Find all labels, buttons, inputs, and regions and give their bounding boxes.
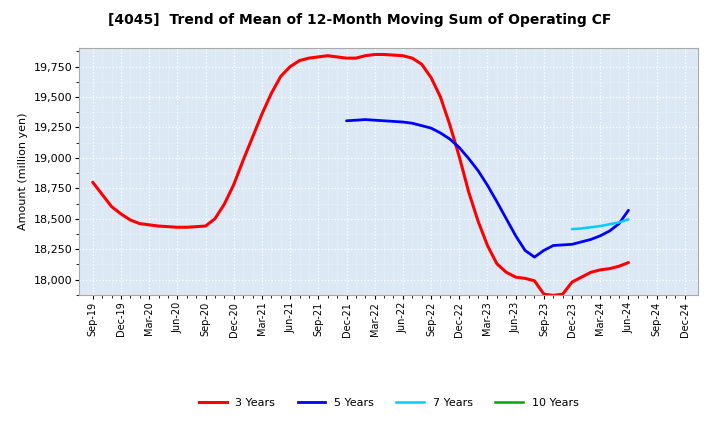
Legend: 3 Years, 5 Years, 7 Years, 10 Years: 3 Years, 5 Years, 7 Years, 10 Years: [194, 393, 583, 412]
Y-axis label: Amount (million yen): Amount (million yen): [18, 113, 28, 231]
Text: [4045]  Trend of Mean of 12-Month Moving Sum of Operating CF: [4045] Trend of Mean of 12-Month Moving …: [108, 13, 612, 27]
